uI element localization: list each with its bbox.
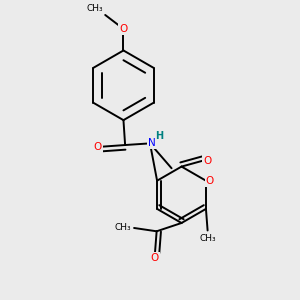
Text: O: O: [203, 156, 211, 166]
Text: CH₃: CH₃: [115, 224, 131, 232]
Text: O: O: [119, 24, 128, 34]
Text: O: O: [206, 176, 214, 186]
Text: O: O: [94, 142, 102, 152]
Text: N: N: [148, 138, 155, 148]
Text: O: O: [151, 253, 159, 263]
Text: CH₃: CH₃: [199, 234, 216, 243]
Text: CH₃: CH₃: [87, 4, 104, 13]
Text: H: H: [155, 131, 164, 141]
